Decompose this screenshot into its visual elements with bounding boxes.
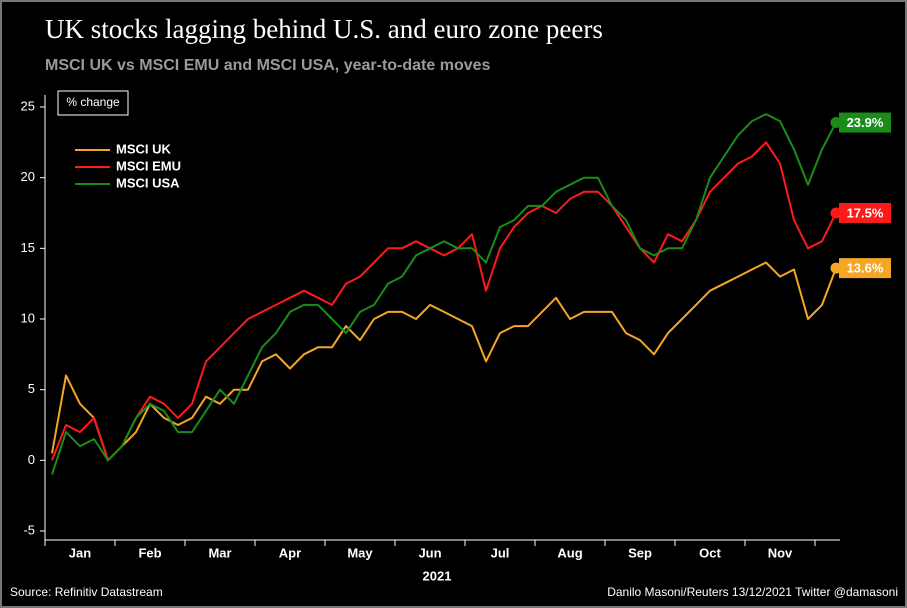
y-tick-label: 20: [21, 169, 35, 184]
end-dot: [830, 262, 842, 274]
unit-label: % change: [66, 95, 120, 109]
x-tick-label: Jan: [69, 545, 91, 560]
chart-subtitle: MSCI UK vs MSCI EMU and MSCI USA, year-t…: [45, 57, 491, 74]
x-tick-label: Nov: [768, 545, 793, 560]
unit-box: [57, 90, 129, 116]
end-label-box: [839, 112, 891, 133]
end-dot: [830, 207, 842, 219]
chart-title: UK stocks lagging behind U.S. and euro z…: [45, 14, 603, 44]
x-tick-label: Jul: [491, 545, 510, 560]
x-tick-label: Oct: [699, 545, 721, 560]
y-tick-label: 10: [21, 310, 35, 325]
series-line: [51, 113, 837, 475]
end-label-box: [839, 203, 891, 223]
legend-label: MSCI UK: [116, 141, 172, 156]
series-line: [51, 141, 837, 462]
x-tick-label: May: [347, 545, 373, 560]
y-tick-label: 15: [21, 240, 35, 255]
legend-label: MSCI USA: [116, 175, 180, 190]
end-dot: [830, 117, 842, 129]
end-label: 23.9%: [847, 115, 884, 130]
x-tick-label: Mar: [208, 545, 231, 560]
y-tick-label: 25: [21, 98, 35, 113]
x-tick-label: Feb: [138, 545, 161, 560]
x-tick-label: Sep: [628, 545, 652, 560]
series-line: [51, 261, 837, 462]
end-label: 17.5%: [847, 205, 884, 220]
source: Source: Refinitiv Datastream: [10, 585, 163, 599]
end-label: 13.6%: [847, 261, 884, 276]
end-label-box: [839, 258, 891, 279]
x-tick-label: Apr: [279, 545, 301, 560]
credit: Danilo Masoni/Reuters 13/12/2021 Twitter…: [607, 585, 898, 599]
legend-label: MSCI EMU: [116, 158, 181, 173]
y-tick-label: -5: [23, 522, 35, 537]
x-tick-label: Jun: [418, 545, 441, 560]
x-tick-label: Aug: [557, 545, 582, 560]
y-tick-label: 5: [28, 381, 35, 396]
y-tick-label: 0: [28, 452, 35, 467]
x-axis-label: 2021: [423, 568, 452, 583]
